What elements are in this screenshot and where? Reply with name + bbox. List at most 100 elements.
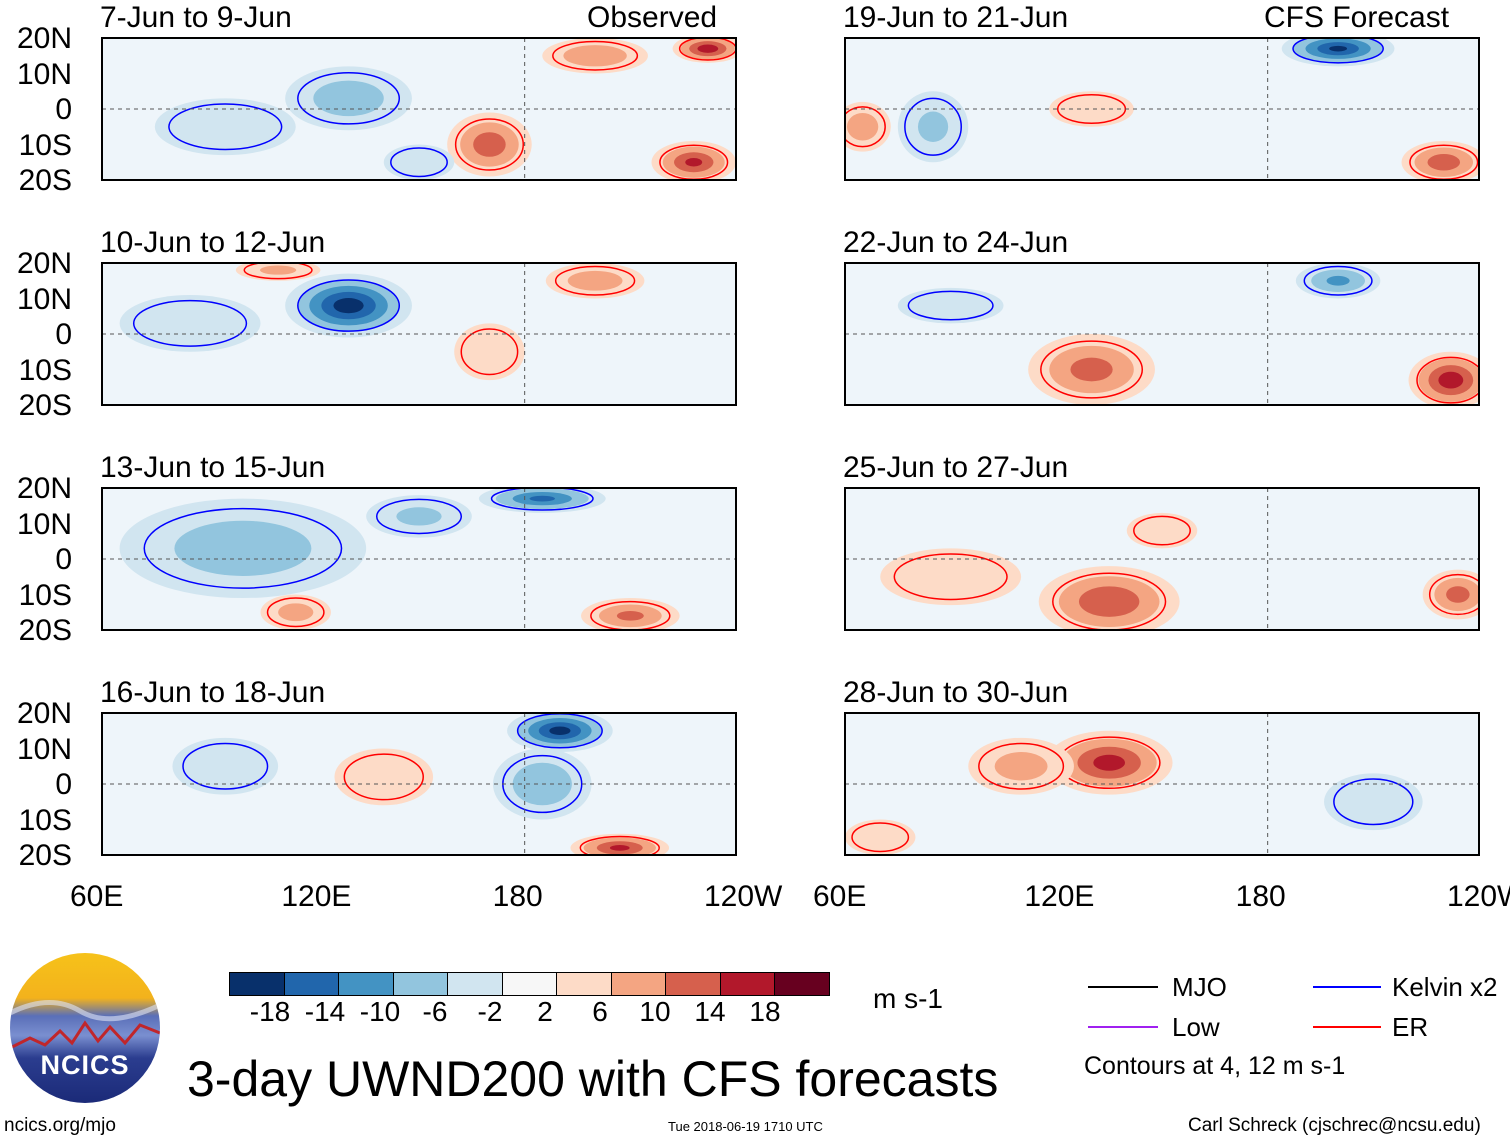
anomaly-shade <box>846 112 879 141</box>
panel-title: 7-Jun to 9-Jun <box>100 1 292 34</box>
contour <box>297 279 401 332</box>
panel-frame <box>844 37 1480 181</box>
contour <box>266 597 325 628</box>
map-panel <box>102 488 736 630</box>
panel-title: 22-Jun to 24-Jun <box>843 226 1069 259</box>
lon-label: 120W <box>704 880 783 913</box>
contour <box>978 742 1065 790</box>
panel-title: 28-Jun to 30-Jun <box>843 676 1069 709</box>
map-panels <box>101 37 1480 856</box>
ncics-logo: NCICS <box>10 953 160 1103</box>
colorbar-swatch <box>339 973 394 995</box>
colorbar-swatch <box>284 973 339 995</box>
map-panel <box>845 488 1479 630</box>
anomaly-shade <box>609 845 630 851</box>
kelvin-line <box>1313 986 1381 988</box>
panel-frame <box>844 262 1480 406</box>
contour <box>904 97 962 156</box>
colorbar-label: -6 <box>422 996 448 1027</box>
lat-label: 10N <box>16 57 72 91</box>
lon-label: 180 <box>1235 880 1286 913</box>
anomaly-shade <box>1070 357 1113 382</box>
anomaly-shade <box>616 610 644 621</box>
lat-label: 0 <box>55 543 72 576</box>
map-panel <box>845 713 1479 855</box>
anomaly-shade <box>697 44 719 53</box>
contour <box>343 753 424 801</box>
contour <box>1416 356 1479 404</box>
contour <box>132 299 248 347</box>
contour <box>1428 573 1479 616</box>
contour <box>1333 778 1414 826</box>
contour <box>554 265 636 296</box>
low-line <box>1088 1026 1158 1028</box>
anomaly-shade <box>396 507 442 526</box>
observed-label: Observed <box>587 1 718 34</box>
contour <box>851 822 910 853</box>
map-panel <box>102 263 736 405</box>
anomaly-shade <box>1329 45 1348 52</box>
contour <box>893 553 1008 601</box>
colorbar-swatch <box>393 973 448 995</box>
lat-label: 10S <box>18 578 72 612</box>
panel-title: 13-Jun to 15-Jun <box>100 451 326 484</box>
lat-label: 0 <box>55 318 72 351</box>
anomaly-shade <box>845 819 916 855</box>
mjo-line <box>1088 986 1158 988</box>
panel-frame <box>101 37 737 181</box>
anomaly-shade <box>563 45 627 67</box>
contour-note: Contours at 4, 12 m s-1 <box>1084 1052 1346 1080</box>
footer-url[interactable]: ncics.org/mjo <box>4 1115 116 1136</box>
lat-label: 20S <box>18 614 72 647</box>
map-panel <box>845 263 1479 405</box>
panel-title: 25-Jun to 27-Jun <box>843 451 1069 484</box>
lat-label: 10N <box>16 282 72 316</box>
anomaly-shade <box>383 144 455 180</box>
panel-frame <box>101 712 737 856</box>
contour <box>1292 38 1384 64</box>
colorbar-label: -18 <box>249 996 291 1027</box>
anomaly-shade <box>897 287 1004 324</box>
lat-label: 20S <box>18 389 72 422</box>
lon-label: 60E <box>813 880 867 913</box>
lon-label: 120E <box>281 880 352 913</box>
contour <box>297 72 401 125</box>
lat-label: 20N <box>16 247 72 280</box>
forecast-label: CFS Forecast <box>1264 1 1450 34</box>
lat-label: 20N <box>16 697 72 730</box>
anomaly-shade <box>278 603 314 622</box>
anomaly-shade <box>1126 512 1198 549</box>
panel-title: 10-Jun to 12-Jun <box>100 226 326 259</box>
anomaly-shade <box>994 752 1048 781</box>
colorbar-label: 18 <box>749 996 781 1027</box>
anomaly-shade <box>313 80 384 117</box>
anomaly-shade <box>1324 773 1423 831</box>
anomaly-shade <box>333 297 364 314</box>
map-panel <box>845 38 1479 180</box>
er-line <box>1313 1026 1381 1028</box>
lat-label: 20S <box>18 164 72 197</box>
colorbar-label: -2 <box>477 996 503 1027</box>
legend-er: ER <box>1392 1012 1429 1042</box>
anomaly-shade <box>549 726 571 736</box>
anomaly-shade <box>1438 371 1464 389</box>
lat-label: 10N <box>16 507 72 541</box>
lon-label: 120W <box>1447 880 1510 913</box>
contour <box>390 147 448 178</box>
contour <box>168 103 283 151</box>
panel-frame <box>844 712 1480 856</box>
colorbar-label: -14 <box>304 996 346 1027</box>
map-panel <box>102 38 736 180</box>
anomaly-shade <box>454 323 525 381</box>
anomaly-shade <box>1078 586 1140 617</box>
contour <box>845 106 886 148</box>
contour <box>1303 265 1373 296</box>
anomaly-shade <box>685 157 703 167</box>
lat-label: 0 <box>55 768 72 801</box>
anomaly-shade <box>334 748 434 806</box>
map-panel <box>102 713 736 855</box>
contour <box>460 328 519 376</box>
panel-frame <box>844 487 1480 631</box>
lon-label: 60E <box>70 880 124 913</box>
